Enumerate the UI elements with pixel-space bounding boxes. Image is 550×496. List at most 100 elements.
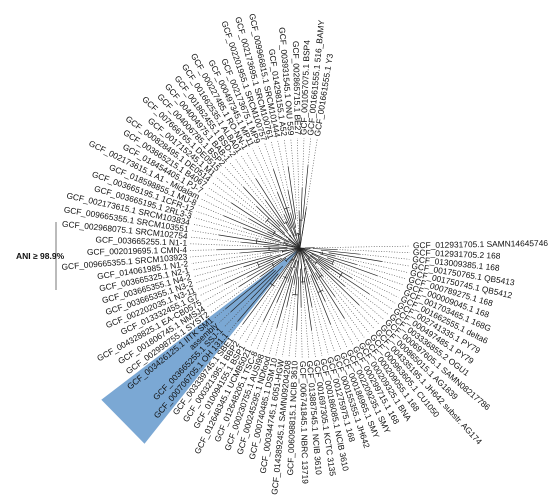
leaf-connector [332,264,399,298]
tree-branch [276,275,293,328]
leaf-connector [351,277,396,304]
leaf-label: GCF_006741845.1 NBRC 13719 [298,361,310,484]
tree-branch [296,276,300,330]
tree-branch [311,264,336,297]
leaf-connector [195,266,245,284]
tree-branch [267,231,289,243]
tree-branch [273,169,292,221]
leaf-label: GCF_002865715.1 BE27 [291,41,303,136]
leaf-connector [336,249,410,254]
leaf-connector [282,284,295,357]
leaf-connector [307,138,311,166]
leaf-connector [302,283,310,358]
leaf-connector [264,143,274,170]
tree-branch [303,268,313,307]
tree-stem [299,247,317,264]
leaf-connector [206,286,240,308]
leaf-connector [297,138,300,212]
leaf-connector [324,301,348,348]
tree-branch [305,258,318,280]
tree-branch [324,263,370,295]
tree-branch [283,214,295,237]
leaf-connector [323,276,370,334]
leaf-connector [193,269,221,277]
tree-branch [287,166,297,220]
leaf-connector [194,217,265,239]
tree-branch [303,260,310,284]
tree-branch [240,249,280,254]
tree-branch [230,270,277,313]
leaf-connector [300,306,303,358]
tree-branch [317,258,353,279]
leaf-connector [311,306,323,356]
leaf-connector [204,192,249,219]
leaf-connector [305,139,318,213]
leaf-connector [295,329,297,358]
tree-branch [288,239,297,246]
tree-branch [298,252,300,262]
tree-stem [268,247,301,250]
tree-branch [265,200,289,232]
tree-branch [292,252,298,261]
tree-branch [264,237,288,245]
tree-branch [243,254,281,268]
tree-branch [302,165,309,220]
tree-branch [307,257,324,277]
tree-stem [297,233,301,249]
leaf-connector [277,140,289,191]
leaf-connector [198,204,224,216]
leaf-connector [328,269,389,315]
leaf-connector [203,276,248,302]
leaf-connector [359,253,410,260]
tree-branches [190,138,410,358]
tree-branch [256,206,286,234]
tree-branch [311,253,334,265]
leaf-connector [191,252,264,264]
tree-branch [238,261,279,287]
tree-branch [231,202,277,233]
leaf-connector [301,138,305,189]
tree-branch [320,249,360,255]
tree-branch [286,248,296,252]
tree-branch [276,219,293,239]
leaf-connector [211,181,289,240]
tree-branch [293,260,299,285]
tree-branch [301,212,306,236]
leaf-connector [252,148,285,215]
tree-branch [264,246,288,248]
leaf-connector [235,158,266,201]
leaf-connector [190,243,265,247]
leaf-connector [368,293,392,310]
leaf-connector [250,321,264,347]
leaf-label: GCF_012931705.1 SAMN14645746 [413,238,549,250]
leaf-connector [317,279,354,345]
leaf-connector [335,255,408,273]
leaf-connector [309,283,329,355]
leaf-connector [275,306,288,356]
tree-branch [309,255,329,270]
tree-branch [243,186,281,227]
leaf-connector [313,245,410,249]
leaf-connector [330,323,342,351]
leaf-label: GCF_003665255.1 N1-1 [95,234,187,248]
leaf-connector [197,261,267,290]
tree-branch [279,258,294,280]
leaf-connector [312,253,402,292]
tree-branch [243,227,281,242]
leaf-connector [239,278,280,340]
tree-branch [328,252,382,262]
leaf-connector [191,230,220,236]
leaf-label: GCF_001057075.1 BSP4 [298,40,311,136]
leaf-connector [200,283,226,296]
tree-branch [304,249,314,254]
leaf-connector [304,261,336,353]
ani-threshold-label: ANI ≥ 98.9% [16,251,65,261]
tree-branch [255,178,285,224]
leaf-connector [344,318,359,342]
leaf-connector [334,296,365,338]
tree-branch [266,252,289,262]
tree-branch [225,268,275,310]
tree-branch [250,265,284,300]
leaf-connector [356,264,406,280]
tree-branch [263,273,288,322]
